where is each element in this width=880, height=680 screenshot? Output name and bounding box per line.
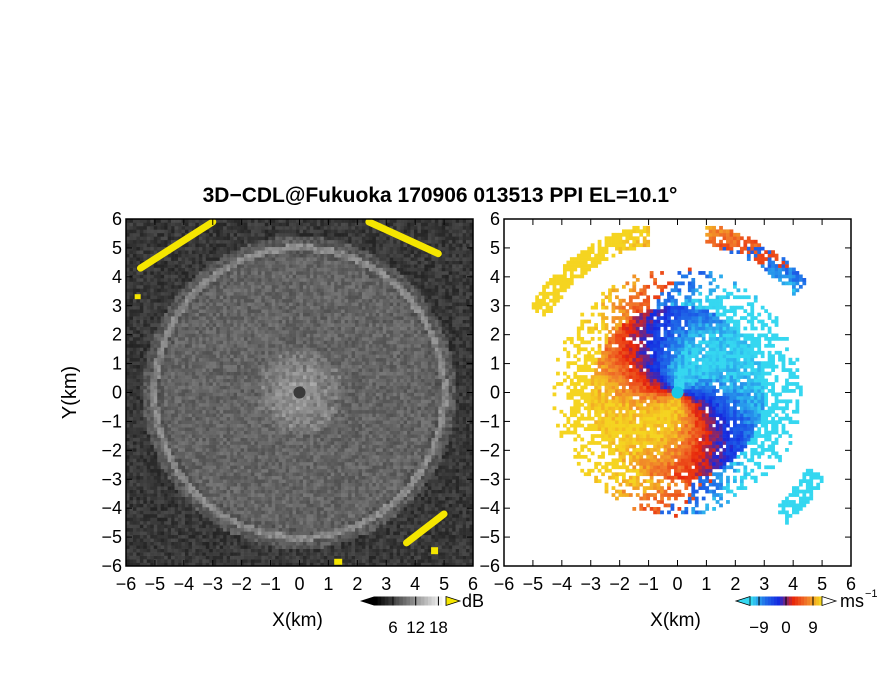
y-tick-label: 6: [112, 209, 122, 229]
y-tick-label: −5: [479, 527, 500, 547]
y-tick-label: 0: [112, 383, 122, 403]
velocity-image: [531, 225, 824, 525]
y-tick-label: 6: [490, 209, 500, 229]
yellow-arc: [365, 218, 442, 258]
y-tick-label: 5: [112, 238, 122, 258]
colorbar-tick-label: 9: [808, 618, 817, 637]
x-tick-label: 4: [410, 574, 420, 594]
colorbar-over-arrow: [445, 595, 462, 607]
center-marker: [671, 386, 684, 399]
center-marker: [293, 386, 306, 399]
y-tick-label: −3: [479, 469, 500, 489]
x-tick-label: 5: [817, 574, 827, 594]
y-tick-label: −3: [101, 469, 122, 489]
x-axis-label: X(km): [272, 610, 323, 631]
colorbar-unit: dB: [462, 591, 484, 611]
y-tick-label: −6: [101, 556, 122, 576]
x-tick-label: −4: [552, 574, 573, 594]
y-tick-label: 1: [490, 354, 500, 374]
x-tick-label: 3: [381, 574, 391, 594]
y-tick-label: 1: [112, 354, 122, 374]
x-tick-label: −5: [523, 574, 544, 594]
yellow-spot: [334, 558, 343, 565]
x-tick-label: 1: [323, 574, 333, 594]
y-tick-label: 2: [490, 325, 500, 345]
x-tick-label: 2: [352, 574, 362, 594]
left-axes: −66−55−44−33−22−11001−12−23−34−45−56−6X(…: [59, 209, 478, 631]
yellow-spot: [134, 294, 141, 300]
x-tick-label: 4: [788, 574, 798, 594]
x-tick-label: −5: [145, 574, 166, 594]
x-tick-label: 5: [439, 574, 449, 594]
y-tick-label: −6: [479, 556, 500, 576]
y-tick-label: 3: [490, 296, 500, 316]
y-axis-label: Y(km): [59, 366, 81, 419]
colorbar-unit-exponent: −1: [865, 588, 878, 600]
colorbar-tick-label: −9: [749, 618, 768, 637]
x-tick-label: −6: [494, 574, 515, 594]
y-tick-label: −4: [479, 498, 500, 518]
y-tick-label: 4: [490, 267, 500, 287]
x-tick-label: −1: [260, 574, 281, 594]
y-tick-label: −2: [479, 440, 500, 460]
y-tick-label: 5: [490, 238, 500, 258]
x-tick-label: −3: [580, 574, 601, 594]
yellow-arc: [402, 510, 448, 547]
x-tick-label: −4: [174, 574, 195, 594]
colorbar-tick-label: 18: [429, 618, 448, 637]
x-tick-label: 6: [846, 574, 856, 594]
x-tick-label: −3: [202, 574, 223, 594]
yellow-spot: [431, 547, 439, 555]
y-tick-label: −4: [101, 498, 122, 518]
y-tick-label: −2: [101, 440, 122, 460]
colorbar-tick-label: 6: [388, 618, 397, 637]
y-tick-label: 3: [112, 296, 122, 316]
chart-title: 3D−CDL@Fukuoka 170906 013513 PPI EL=10.1…: [202, 184, 678, 207]
colorbar-over-arrow: [821, 595, 838, 607]
y-tick-label: 0: [490, 383, 500, 403]
colorbar-under-arrow: [734, 595, 751, 607]
right-axes: −66−55−44−33−22−11001−12−23−34−45−56−6X(…: [479, 209, 856, 631]
x-tick-label: −2: [231, 574, 252, 594]
colorbar-under-arrow: [360, 596, 374, 606]
x-tick-label: 6: [468, 574, 478, 594]
intensity-image: [126, 219, 474, 567]
y-tick-label: −5: [101, 527, 122, 547]
x-tick-label: 1: [701, 574, 711, 594]
colorbar-tick-label: 0: [781, 618, 790, 637]
colorbar-unit: ms: [840, 591, 864, 611]
y-tick-label: −1: [479, 411, 500, 431]
velocity-colorbar: −9 0 9 ms −1: [734, 588, 878, 637]
x-tick-label: 0: [294, 574, 304, 594]
y-tick-label: 4: [112, 267, 122, 287]
y-tick-label: 2: [112, 325, 122, 345]
x-tick-label: 3: [759, 574, 769, 594]
x-tick-label: −2: [609, 574, 630, 594]
intensity-colorbar: 6 12 18 dB: [360, 591, 484, 637]
x-axis-label: X(km): [650, 610, 701, 631]
x-tick-label: −1: [638, 574, 659, 594]
x-tick-label: 0: [672, 574, 682, 594]
yellow-arc: [136, 218, 217, 272]
x-tick-label: 2: [730, 574, 740, 594]
x-tick-label: −6: [116, 574, 137, 594]
colorbar-tick-label: 12: [406, 618, 425, 637]
y-tick-label: −1: [101, 411, 122, 431]
